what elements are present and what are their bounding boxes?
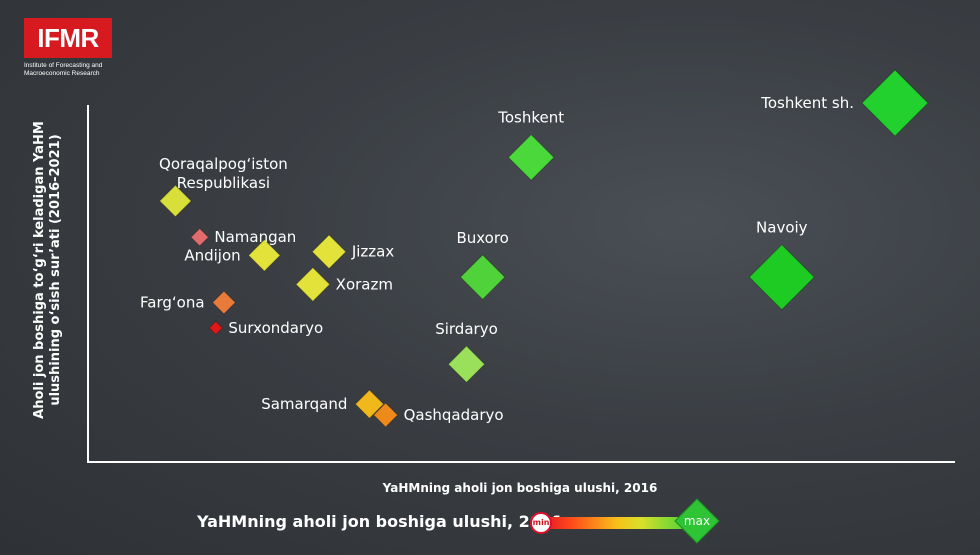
data-label: Farg‘ona bbox=[140, 294, 205, 312]
ifmr-logo: IFMR Institute of Forecasting and Macroe… bbox=[24, 18, 124, 78]
data-point-toshkent bbox=[507, 133, 555, 181]
data-point-toshkent-sh bbox=[861, 69, 929, 137]
data-point-surxondaryo bbox=[208, 320, 224, 336]
data-label: Buxoro bbox=[456, 229, 508, 247]
data-point-namangan bbox=[190, 227, 210, 247]
data-point-qoraqalpog-iston-respublikasi bbox=[158, 184, 192, 218]
legend-gradient-bar bbox=[540, 517, 696, 529]
data-label: Qoraqalpog‘iston bbox=[159, 155, 288, 173]
logo-subtitle: Institute of Forecasting and Macroeconom… bbox=[24, 62, 124, 78]
data-point-sirdaryo bbox=[447, 345, 486, 384]
data-label: Toshkent sh. bbox=[760, 94, 854, 112]
data-point-andijon bbox=[247, 238, 281, 272]
data-point-navoiy bbox=[748, 243, 815, 311]
axes bbox=[87, 105, 955, 463]
data-label: Xorazm bbox=[336, 275, 393, 293]
data-point-buxoro bbox=[459, 254, 506, 301]
data-label: Qashqadaryo bbox=[404, 406, 504, 424]
logo-subtitle-line1: Institute of Forecasting and bbox=[24, 62, 103, 69]
legend-min-marker: min bbox=[530, 512, 552, 534]
data-label: Namangan bbox=[214, 228, 296, 246]
data-point-jizzax bbox=[311, 234, 347, 270]
data-label: Jizzax bbox=[351, 243, 395, 261]
data-labels: Toshkent sh. Toshkent Navoiy Buxoro Sirdaryo… bbox=[140, 94, 854, 424]
legend-title: YaHMning aholi jon boshiga ulushi, 2021 bbox=[197, 512, 564, 531]
data-point-qashqadaryo bbox=[372, 402, 399, 428]
data-points bbox=[158, 69, 929, 428]
data-label: Toshkent bbox=[497, 109, 564, 127]
logo-subtitle-line2: Macroeconomic Research bbox=[24, 70, 100, 77]
data-point-xorazm bbox=[295, 266, 331, 302]
data-label: Sirdaryo bbox=[435, 320, 498, 338]
data-point-samarqand bbox=[354, 389, 385, 419]
data-label: Samarqand bbox=[261, 395, 347, 413]
data-label: Respublikasi bbox=[177, 174, 270, 192]
data-point-farg-ona bbox=[211, 290, 237, 315]
x-axis-label: YaHMning aholi jon boshiga ulushi, 2016 bbox=[382, 481, 658, 495]
data-label: Surxondaryo bbox=[228, 319, 323, 337]
logo-mark: IFMR bbox=[24, 18, 112, 58]
data-label: Navoiy bbox=[756, 219, 808, 237]
legend-max-label: max bbox=[683, 514, 711, 528]
data-label: Andijon bbox=[184, 246, 240, 264]
